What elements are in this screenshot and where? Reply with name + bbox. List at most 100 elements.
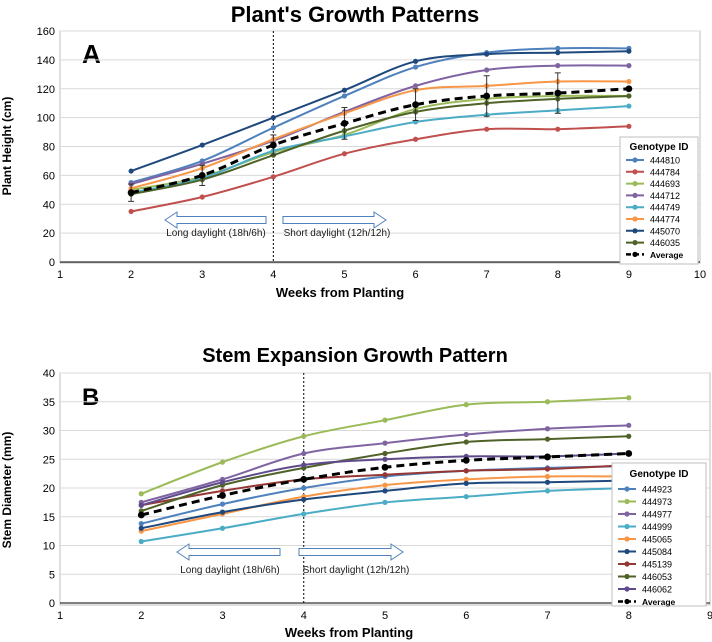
series-445084 [138, 477, 632, 531]
legend-item: 444749 [626, 203, 680, 213]
legend-title: Genotype ID [630, 469, 689, 480]
legend-item: 444810 [626, 156, 680, 166]
data-point [463, 494, 469, 500]
data-point [625, 85, 633, 93]
x-tick-label: 6 [412, 269, 418, 281]
series-average [127, 72, 633, 202]
data-point [199, 142, 205, 148]
y-tick-label: 5 [49, 569, 55, 581]
series-line [130, 80, 629, 190]
x-tick-label: 5 [382, 610, 388, 622]
y-tick-label: 35 [43, 397, 55, 409]
data-point [544, 488, 551, 494]
data-point [484, 51, 490, 57]
data-point [555, 50, 561, 56]
data-point [382, 482, 388, 488]
x-tick-label: 3 [219, 610, 225, 622]
short-daylight-arrow: Short daylight (12h/12h) [298, 543, 409, 576]
legend-label: 445084 [642, 547, 672, 557]
legend-label: Average [650, 250, 684, 260]
data-point [544, 466, 551, 472]
series-line [130, 94, 629, 191]
legend-label: 444973 [642, 497, 672, 507]
data-point [138, 502, 144, 508]
legend-swatch-marker [632, 251, 638, 257]
data-point [412, 101, 419, 109]
data-point [128, 168, 134, 174]
x-tick-label: 8 [626, 610, 632, 622]
x-tick-label: 5 [341, 269, 347, 281]
series-group [127, 45, 633, 215]
data-point [544, 399, 551, 405]
data-point [138, 525, 144, 531]
legend-label: 444749 [650, 203, 680, 213]
y-tick-label: 10 [43, 541, 55, 553]
data-point [544, 453, 551, 461]
legend-label: 445070 [650, 226, 680, 236]
series-446035 [128, 93, 632, 197]
legend-swatch-marker [624, 598, 630, 605]
x-axis-label: Weeks from Planting [285, 625, 413, 640]
data-point [219, 492, 226, 499]
data-point [270, 125, 276, 131]
y-tick-label: 30 [43, 426, 55, 438]
data-point [301, 462, 307, 468]
arrow-shape [282, 211, 387, 229]
legend-label: 446035 [650, 238, 680, 248]
legend-label: 444712 [650, 191, 680, 201]
grid [60, 372, 710, 604]
legend-swatch-marker [632, 216, 638, 222]
y-tick-label: 120 [37, 84, 55, 96]
data-point [463, 468, 469, 474]
series-line [130, 64, 629, 185]
data-point [555, 63, 561, 69]
x-tick-label: 4 [301, 610, 307, 622]
y-axis-ticks: 0 20 40 60 80 100 120 140 160 [37, 26, 55, 269]
legend-swatch-marker [632, 157, 638, 163]
data-point [341, 87, 348, 93]
series-444973 [138, 395, 632, 497]
data-point [219, 501, 226, 507]
x-tick-label: 10 [694, 269, 706, 281]
data-point [412, 83, 419, 89]
x-tick-label: 2 [128, 269, 134, 281]
x-tick-label: 3 [199, 269, 205, 281]
data-point [412, 58, 419, 64]
x-tick-label: 6 [463, 610, 469, 622]
series-444784 [128, 123, 632, 215]
arrow-label: Long daylight (18h/6h) [180, 565, 280, 576]
legend-label: 446053 [642, 572, 672, 582]
data-point [462, 457, 470, 464]
legend-item: 446035 [626, 238, 680, 248]
series-line [130, 50, 629, 172]
data-point [626, 78, 632, 85]
x-axis-ticks: 1 2 3 4 5 6 7 8 9 10 [57, 269, 706, 281]
y-tick-label: 40 [43, 199, 55, 211]
data-point [544, 479, 551, 485]
legend-label: Average [642, 597, 676, 607]
legend-label: 445139 [642, 560, 672, 570]
data-point [483, 92, 491, 100]
x-tick-label: 9 [626, 269, 632, 281]
arrow-shape [176, 543, 281, 561]
data-point [626, 103, 632, 109]
y-tick-label: 20 [43, 483, 55, 495]
data-point [138, 491, 144, 497]
data-point [484, 67, 490, 73]
data-point [381, 463, 389, 471]
legend-items: 444923 444973 444977 444999 445065 445084 4451… [618, 485, 676, 607]
legend-swatch-marker [624, 536, 630, 542]
chart-title: Stem Expansion Growth Pattern [202, 345, 508, 367]
data-point [463, 431, 469, 438]
legend-swatch-marker [624, 486, 630, 492]
legend-label: 444923 [642, 485, 672, 495]
data-point [626, 433, 632, 439]
x-axis-ticks: 1 2 3 4 5 6 7 8 9 [57, 610, 712, 622]
legend-swatch-marker [624, 511, 630, 517]
legend-item: Average [626, 250, 684, 260]
data-point [219, 459, 226, 465]
data-point [554, 89, 562, 97]
data-point [626, 93, 632, 99]
